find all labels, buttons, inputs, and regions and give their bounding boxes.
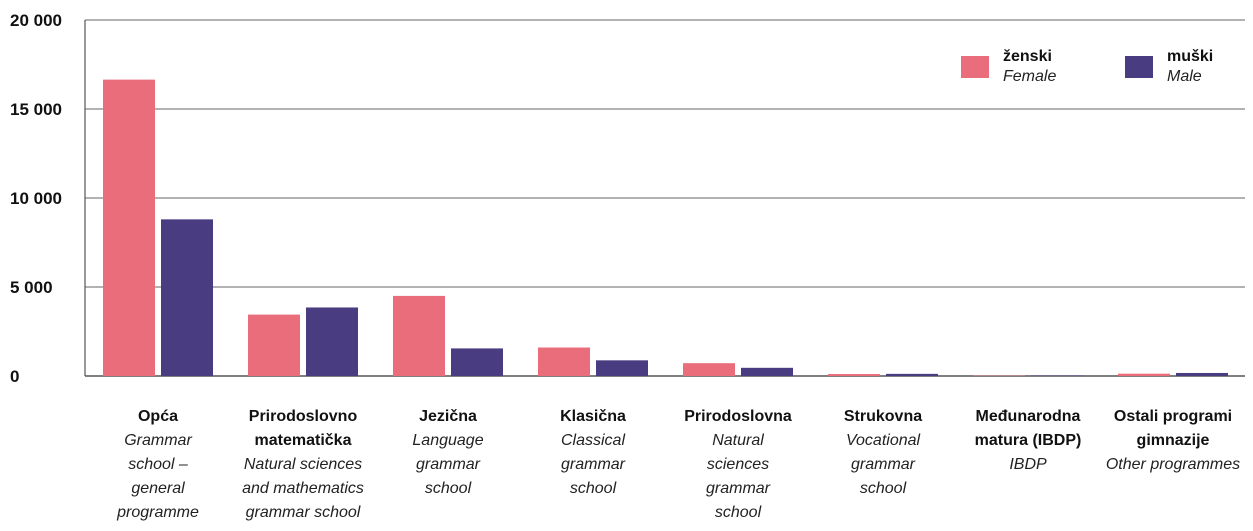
x-tick-label-english: programme: [116, 504, 199, 521]
x-tick-label-english: general: [131, 480, 185, 497]
x-tick-label-english: Classical: [561, 432, 625, 449]
x-tick-label: Opća: [138, 408, 178, 425]
x-tick-label: Ostali programi: [1114, 408, 1232, 425]
legend: ženski Female muški Male: [961, 48, 1213, 85]
legend-label: ženski: [1003, 48, 1052, 65]
bar-female: [828, 374, 880, 376]
bar-female: [538, 347, 590, 376]
x-axis-labels: Opća Grammar school – general programme Priro…: [116, 408, 1240, 521]
x-tick-label-english: Vocational: [846, 432, 921, 449]
y-tick-label: 10 000: [10, 189, 62, 208]
x-tick-label: Klasična: [560, 408, 626, 425]
x-tick-label-english: Language: [412, 432, 483, 449]
y-tick-label: 20 000: [10, 11, 62, 30]
x-tick-label-english: grammar: [561, 456, 626, 473]
x-tick-label: Strukovna: [844, 408, 922, 425]
bar-female: [103, 79, 155, 376]
x-tick-label-english: school: [425, 480, 472, 497]
x-tick-label-english: school: [860, 480, 907, 497]
x-tick-label-english: and mathematics: [242, 480, 364, 497]
x-tick-label-english: grammar: [851, 456, 916, 473]
bar-female: [393, 295, 445, 376]
x-tick-label: matematička: [255, 432, 352, 449]
x-tick-label: Prirodoslovno: [249, 408, 358, 425]
x-tick-label: Međunarodna: [976, 408, 1081, 425]
bar-female: [1118, 373, 1170, 376]
bars: [103, 79, 1228, 376]
x-tick-label: Prirodoslovna: [684, 408, 792, 425]
x-tick-label-english: Natural: [712, 432, 764, 449]
legend-label: muški: [1167, 48, 1213, 65]
legend-swatch-male: [1125, 56, 1153, 78]
x-tick-label-english: grammar school: [246, 504, 361, 521]
bar-male: [596, 360, 648, 376]
y-tick-label: 5 000: [10, 278, 53, 297]
x-tick-label-english: Natural sciences: [244, 456, 362, 473]
bar-female: [683, 363, 735, 376]
legend-label-english: Female: [1003, 68, 1056, 85]
x-tick-label-english: sciences: [707, 456, 769, 473]
bar-male: [1176, 372, 1228, 376]
x-tick-label: gimnazije: [1137, 432, 1210, 449]
legend-label-english: Male: [1167, 68, 1202, 85]
bar-female: [248, 314, 300, 376]
bar-male: [451, 348, 503, 376]
y-tick-label: 15 000: [10, 100, 62, 119]
x-tick-label-english: Other programmes: [1106, 456, 1240, 473]
x-tick-label: Jezična: [419, 408, 477, 425]
x-tick-label-english: school: [715, 504, 762, 521]
x-tick-label-english: IBDP: [1009, 456, 1047, 473]
x-tick-label-english: Grammar: [124, 432, 192, 449]
bar-male: [306, 307, 358, 376]
y-tick-label: 0: [10, 367, 19, 386]
bar-male: [161, 219, 213, 376]
x-tick-label-english: school –: [128, 456, 188, 473]
bar-male: [1031, 375, 1083, 376]
y-axis: 0 5 000 10 000 15 000 20 000: [10, 11, 86, 386]
bar-male: [741, 367, 793, 376]
x-tick-label-english: grammar: [416, 456, 481, 473]
x-tick-label-english: grammar: [706, 480, 771, 497]
x-tick-label-english: school: [570, 480, 617, 497]
x-tick-label: matura (IBDP): [975, 432, 1082, 449]
bar-male: [886, 373, 938, 376]
legend-swatch-female: [961, 56, 989, 78]
